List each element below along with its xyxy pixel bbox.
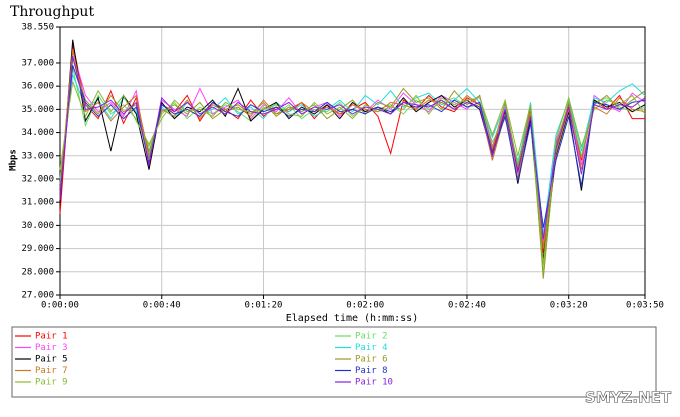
y-tick-label: 29.000 <box>21 244 54 254</box>
legend-label: Pair 5 <box>35 355 68 365</box>
legend-label: Pair 6 <box>355 355 388 365</box>
x-axis-label: Elapsed time (h:mm:ss) <box>286 313 418 324</box>
legend-label: Pair 7 <box>35 366 68 376</box>
legend-label: Pair 2 <box>355 332 388 342</box>
legend-label: Pair 8 <box>355 366 388 376</box>
y-tick-label: 30.000 <box>21 221 54 231</box>
y-tick-label: 38.550 <box>21 23 54 33</box>
plot-frame <box>59 26 646 296</box>
legend-label: Pair 1 <box>35 332 68 342</box>
y-tick-label: 36.000 <box>21 82 54 92</box>
data-line <box>59 81 646 265</box>
x-tick-label: 0:03:20 <box>550 301 588 311</box>
legend-label: Pair 4 <box>355 343 388 353</box>
x-tick-label: 0:02:00 <box>346 301 384 311</box>
y-tick-label: 33.000 <box>21 151 54 161</box>
data-line <box>59 55 646 240</box>
y-tick-label: 35.000 <box>21 105 54 115</box>
x-tick-label: 0:03:50 <box>626 301 664 311</box>
x-tick-label: 0:02:40 <box>448 301 486 311</box>
legend-box <box>11 326 657 398</box>
y-tick-label: 31.000 <box>21 198 54 208</box>
data-line <box>59 65 646 228</box>
y-tick-label: 37.000 <box>21 58 54 68</box>
y-tick-label: 34.000 <box>21 128 54 138</box>
y-tick-label: 28.000 <box>21 267 54 277</box>
x-tick-label: 0:00:00 <box>41 301 79 311</box>
x-tick-label: 0:00:40 <box>143 301 181 311</box>
x-tick-label: 0:01:20 <box>245 301 283 311</box>
y-tick-label: 32.000 <box>21 174 54 184</box>
chart-title: Throughput <box>10 4 94 20</box>
y-tick-label: 27.000 <box>21 291 54 301</box>
y-axis-label: Mbps <box>9 149 19 171</box>
watermark: SMYZ.NET <box>585 389 672 407</box>
legend-label: Pair 3 <box>35 343 68 353</box>
legend-label: Pair 10 <box>355 378 393 388</box>
legend-label: Pair 9 <box>35 378 68 388</box>
